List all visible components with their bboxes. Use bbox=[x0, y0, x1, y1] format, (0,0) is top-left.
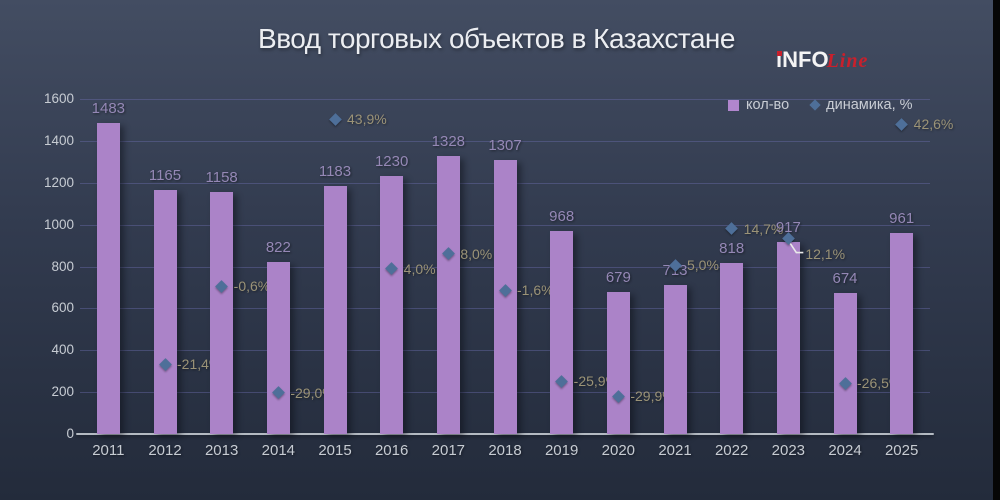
x-axis-year-label: 2018 bbox=[488, 442, 522, 459]
bar-2011 bbox=[96, 123, 120, 434]
legend-item-quantity: кол-во bbox=[728, 97, 789, 113]
bar-series-swatch-icon bbox=[728, 99, 739, 111]
dynamics-pct-label: 14,7% bbox=[743, 220, 784, 237]
x-axis-year-label: 2015 bbox=[318, 442, 352, 459]
dynamics-point-2025 bbox=[895, 117, 909, 131]
bar-2025 bbox=[890, 232, 914, 434]
chart-legend: кол-во динамика, % bbox=[728, 97, 913, 113]
bar-2021 bbox=[663, 284, 687, 434]
x-axis-year-label: 2019 bbox=[544, 442, 579, 459]
bar-value-label: 1165 bbox=[148, 167, 182, 185]
bar-2017 bbox=[436, 155, 460, 434]
y-axis-tick-label: 200 bbox=[51, 384, 74, 400]
x-axis-year-label: 2017 bbox=[431, 442, 466, 459]
y-axis-tick-label: 400 bbox=[51, 342, 74, 358]
bar-value-label: 1307 bbox=[488, 137, 522, 155]
dynamics-point-2015 bbox=[328, 112, 342, 126]
x-axis-year-label: 2016 bbox=[374, 442, 409, 459]
dynamics-pct-label: 8,0% bbox=[460, 245, 493, 262]
logo-text-accent: Line bbox=[826, 50, 869, 72]
y-axis-tick-label: 1400 bbox=[43, 132, 74, 148]
x-axis-year-label: 2025 bbox=[884, 442, 919, 459]
bar-2018 bbox=[493, 160, 517, 434]
bar-2013 bbox=[210, 191, 234, 434]
logo-text-main: i NFO bbox=[776, 47, 829, 72]
dynamics-pct-label: 12,1% bbox=[805, 245, 846, 262]
bar-2022 bbox=[720, 262, 744, 434]
x-axis-year-label: 2011 bbox=[92, 442, 125, 459]
bar-2012 bbox=[153, 190, 177, 434]
bar-2019 bbox=[550, 231, 574, 434]
y-axis-tick-label: 0 bbox=[66, 426, 74, 441]
bar-value-label: 1328 bbox=[431, 132, 466, 150]
chart-title: Ввод торговых объектов в Казахстане bbox=[258, 23, 735, 54]
logo-red-dot bbox=[776, 50, 782, 56]
x-axis-year-label: 2020 bbox=[601, 442, 636, 459]
y-axis-tick-label: 800 bbox=[51, 258, 74, 274]
logo-letter-i: i bbox=[776, 47, 783, 72]
dynamics-pct-label: 5,0% bbox=[687, 257, 719, 274]
bar-value-label: 917 bbox=[775, 219, 801, 236]
y-axis-tick-label: 1600 bbox=[43, 91, 74, 106]
bar-2023 bbox=[776, 242, 800, 434]
y-axis-tick-label: 1200 bbox=[43, 174, 74, 190]
gridline bbox=[80, 99, 930, 100]
y-axis-tick-label: 1000 bbox=[43, 216, 74, 232]
bar-2024 bbox=[833, 292, 857, 434]
infoline-logo: i NFOLine bbox=[776, 47, 868, 73]
x-axis-year-label: 2022 bbox=[714, 442, 749, 459]
bar-2016 bbox=[380, 176, 404, 434]
x-axis-year-label: 2023 bbox=[771, 442, 806, 459]
x-axis-year-label: 2012 bbox=[148, 442, 182, 459]
legend-item-dynamics: динамика, % bbox=[809, 97, 913, 113]
dynamics-pct-label: 43,9% bbox=[347, 111, 387, 128]
bar-value-label: 1483 bbox=[91, 100, 126, 118]
bar-2015 bbox=[323, 186, 347, 434]
x-axis-year-label: 2021 bbox=[658, 442, 692, 459]
bar-value-label: 679 bbox=[605, 268, 631, 286]
dynamics-pct-label: -1,6% bbox=[517, 282, 554, 298]
dynamics-pct-label: -0,6% bbox=[233, 278, 271, 295]
bar-2014 bbox=[266, 261, 290, 434]
bar-value-label: 818 bbox=[719, 239, 745, 257]
bar-value-label: 822 bbox=[265, 238, 291, 256]
y-axis-tick-label: 600 bbox=[51, 300, 74, 316]
dynamics-pct-label: 42,6% bbox=[913, 116, 954, 133]
x-axis-year-label: 2014 bbox=[261, 442, 296, 459]
gridline bbox=[80, 140, 930, 142]
x-axis-year-label: 2013 bbox=[204, 442, 239, 459]
bar-value-label: 1158 bbox=[205, 168, 238, 186]
x-axis-year-label: 2024 bbox=[828, 442, 862, 459]
bar-value-label: 1230 bbox=[374, 153, 409, 171]
bar-2020 bbox=[606, 291, 630, 434]
dynamics-pct-label: 4,0% bbox=[403, 260, 436, 277]
legend-label-dynamics: динамика, % bbox=[826, 97, 913, 113]
bar-value-label: 968 bbox=[549, 208, 575, 226]
bar-value-label: 961 bbox=[889, 209, 915, 227]
bar-value-label: 674 bbox=[832, 269, 858, 287]
legend-label-quantity: кол-во bbox=[746, 97, 790, 113]
bar-value-label: 1183 bbox=[318, 163, 352, 181]
right-edge-strip bbox=[993, 0, 1000, 500]
